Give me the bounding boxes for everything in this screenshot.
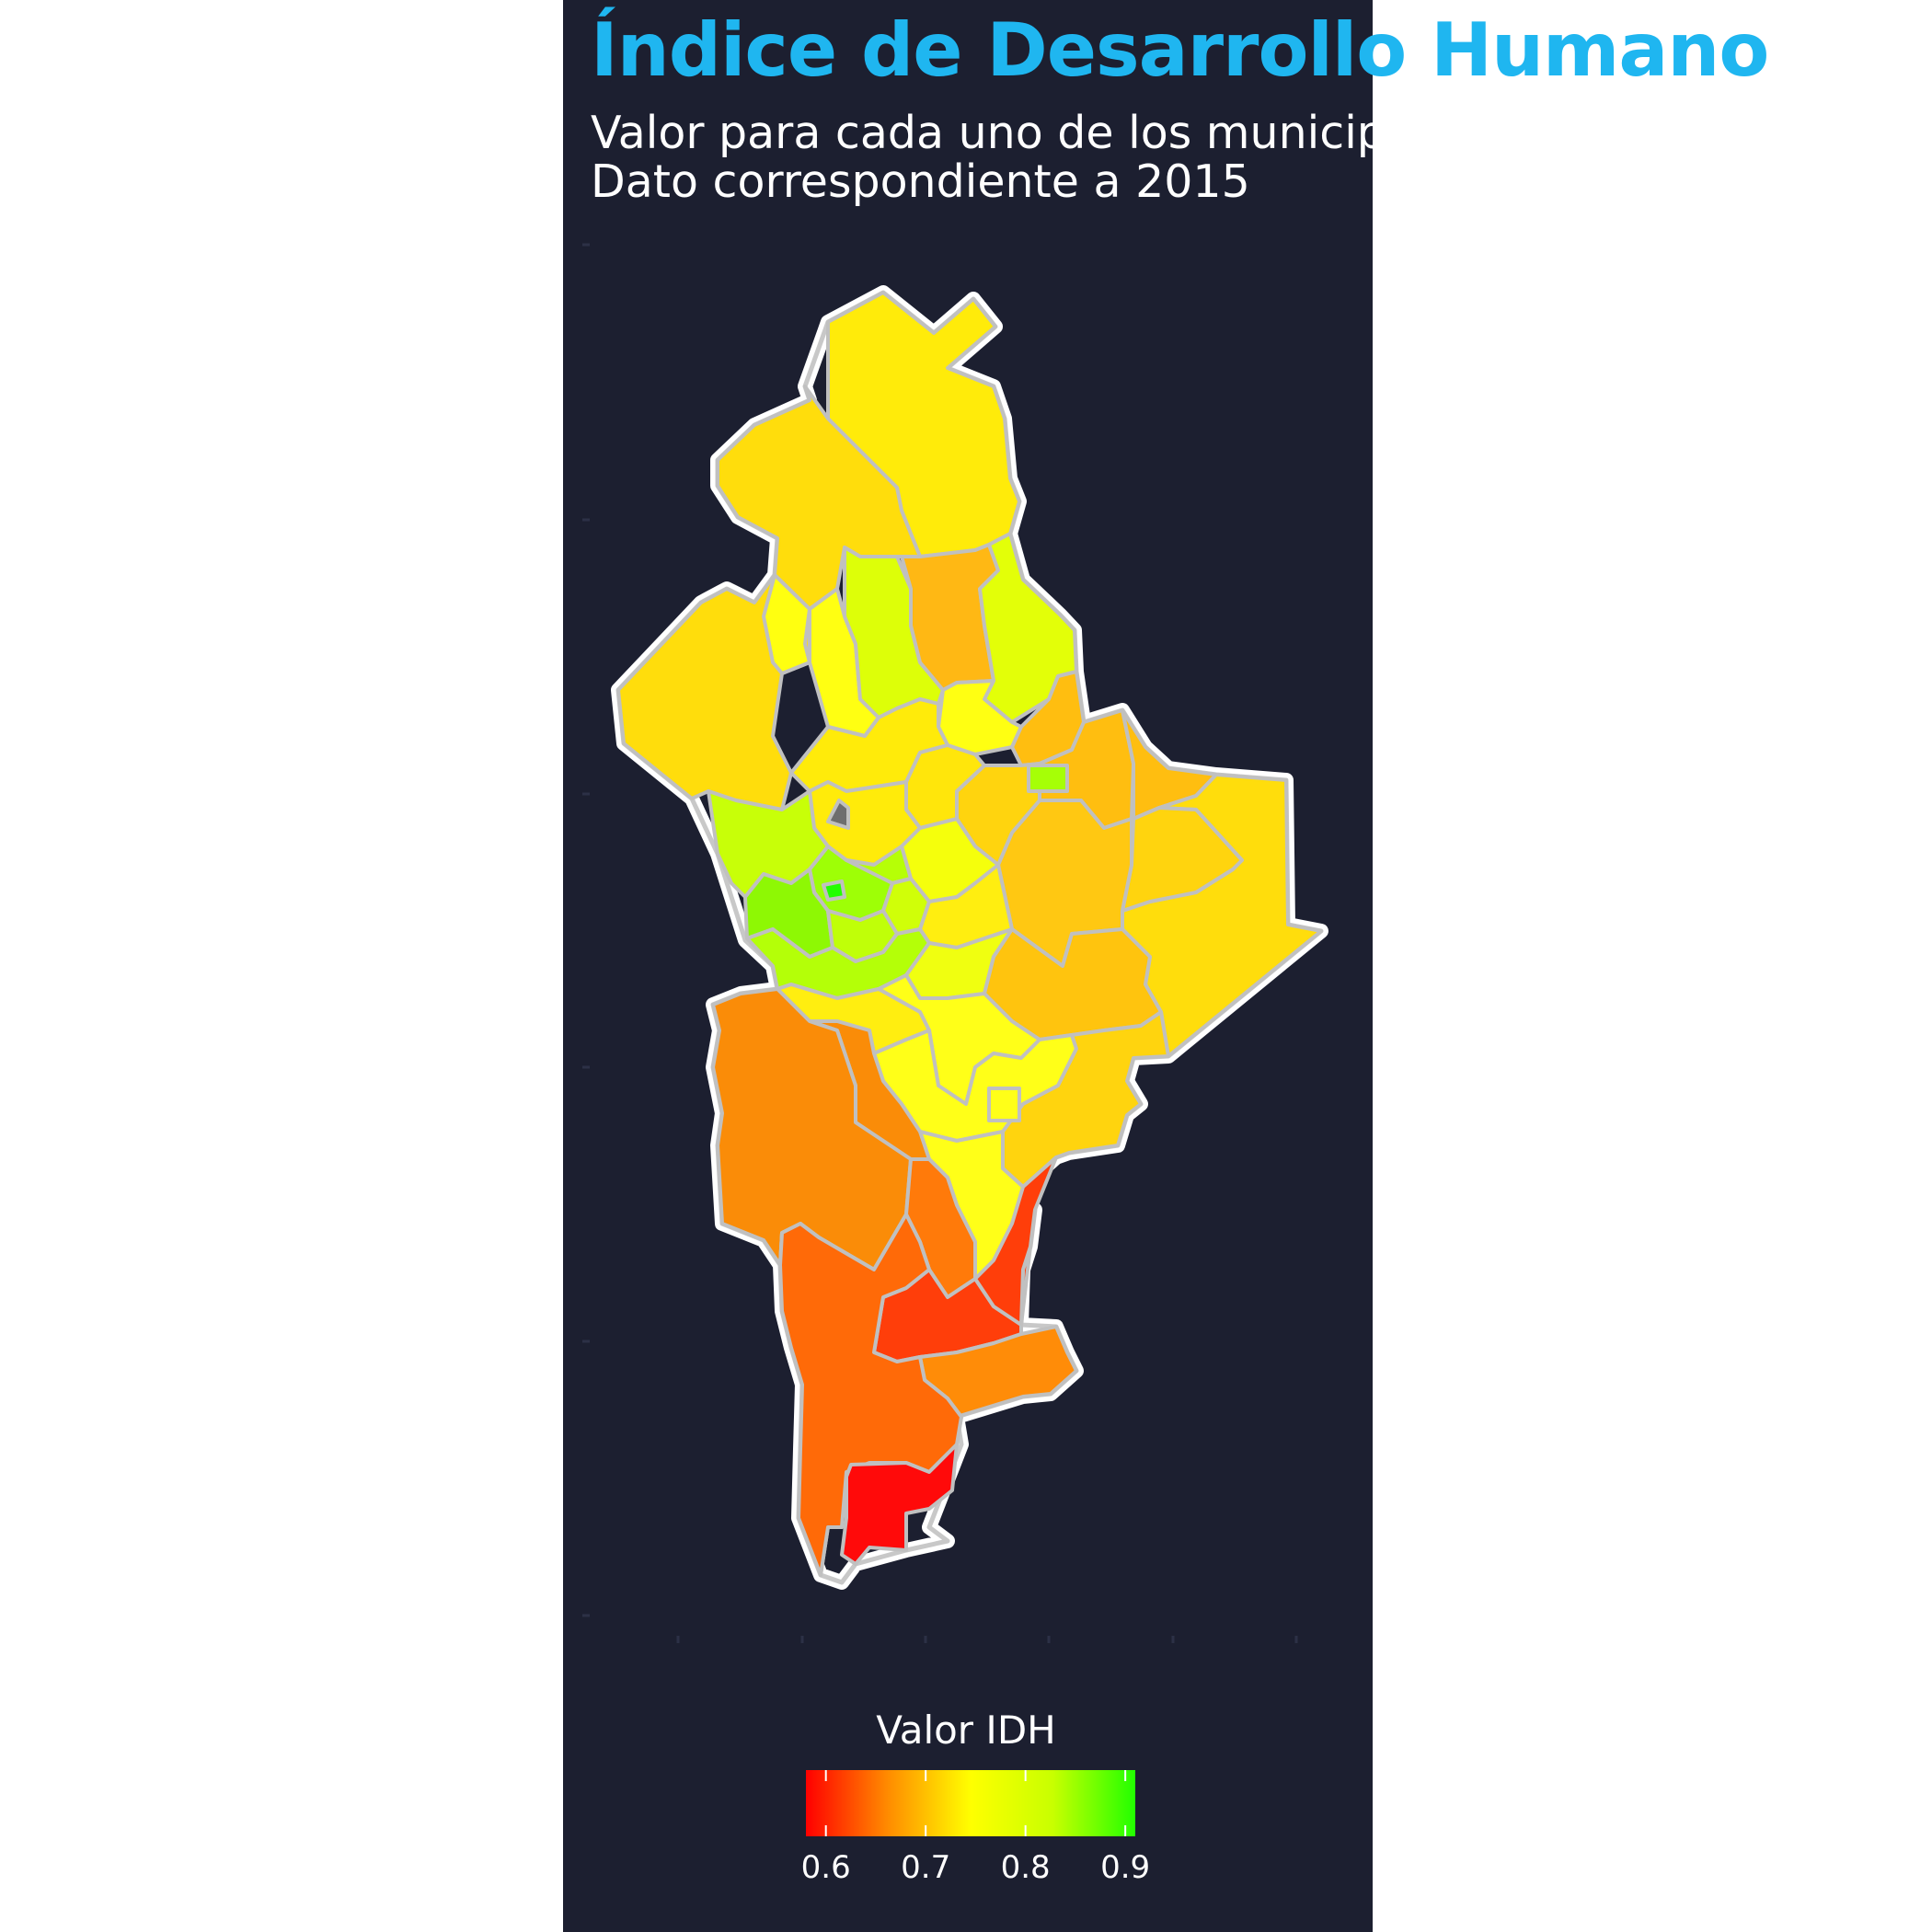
map-subtitle: Valor para cada uno de los municipios Da… — [591, 109, 1373, 206]
municipality — [778, 1213, 963, 1577]
map-title-part-1: Índice de Desarrollo — [591, 7, 1407, 93]
map-title-part-2: Humano — [1431, 7, 1769, 93]
legend-gradient — [806, 1770, 1135, 1836]
legend-colorbar — [806, 1770, 1135, 1836]
municipality — [973, 1156, 1058, 1327]
axis-ticks — [582, 243, 1298, 1643]
legend-tick-label: 0.9 — [1100, 1849, 1151, 1886]
municipality — [987, 1087, 1021, 1122]
legend-ticks — [824, 1770, 1127, 1836]
municipality — [840, 1443, 959, 1566]
municipality — [1027, 764, 1069, 793]
municipality-no-data — [826, 799, 850, 830]
municipality — [845, 845, 913, 885]
legend-tick-label: 0.7 — [901, 1849, 951, 1886]
legend-tick-label: 0.8 — [1000, 1849, 1051, 1886]
municipalities — [616, 291, 1323, 1577]
map-subtitle-line-2: Dato correspondiente a 2015 — [591, 155, 1250, 206]
legend-title: Valor IDH — [876, 1708, 1056, 1753]
map-subtitle-line-1: Valor para cada uno de los municipios — [591, 109, 1373, 159]
municipality — [822, 880, 846, 902]
municipality — [1001, 1010, 1170, 1189]
map-title: Índice de Desarrollo Humano — [591, 7, 1769, 93]
legend-tick-label: 0.6 — [800, 1849, 851, 1886]
